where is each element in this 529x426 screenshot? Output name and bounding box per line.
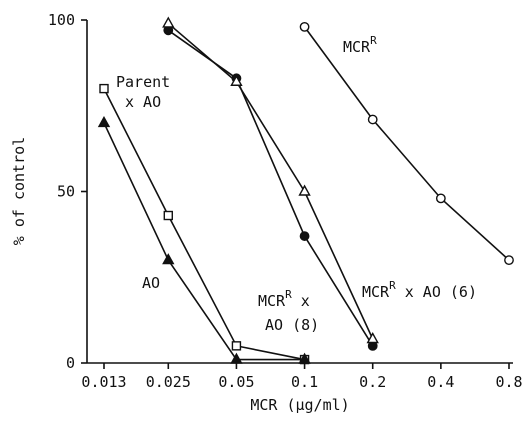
x-tick-label: 0.8 [495, 373, 522, 391]
y-tick-label: 50 [57, 183, 75, 201]
y-tick-label: 100 [48, 11, 75, 29]
y-axis-title: % of control [10, 137, 28, 245]
series-mcr-r [299, 21, 514, 266]
data-point [299, 21, 310, 32]
data-point [366, 332, 379, 344]
annotation-parent-line2: x AO [125, 93, 161, 111]
annotation-parent-line1: Parent [116, 73, 170, 91]
data-point [299, 231, 310, 241]
data-point [230, 352, 243, 364]
annotation-mcr8-sup: R [285, 288, 292, 301]
x-tick-label: 0.2 [359, 373, 386, 391]
x-tick-label: 0.4 [427, 373, 454, 391]
annotation-mcr6-base: MCR [362, 283, 390, 301]
x-tick-label: 0.025 [146, 373, 191, 391]
series-line [303, 26, 510, 261]
axes [86, 20, 513, 364]
series-layer [97, 16, 514, 365]
series-mcr-r-x-ao-6 [162, 16, 379, 344]
annotation-mcr8-line1: MCRR x [258, 288, 310, 310]
data-point [231, 341, 242, 351]
annotation-mcr: MCRR [343, 34, 377, 56]
data-point [367, 114, 378, 125]
series-ao [97, 115, 311, 364]
annotation-mcr8-tail: x [292, 292, 310, 310]
data-point [504, 255, 514, 266]
data-point [298, 184, 311, 196]
series-line [103, 122, 305, 361]
annotations: Parent x AO AO MCRR x AO (8) MCRR x AO (… [116, 34, 477, 334]
data-point [435, 193, 446, 204]
x-tick-label: 0.013 [81, 373, 126, 391]
series-mcr-r-x-ao-8 [163, 25, 378, 351]
annotation-mcr8-base: MCR [258, 292, 286, 310]
annotation-mcr6-sup: R [389, 279, 396, 292]
data-point [230, 74, 243, 86]
data-point [162, 16, 175, 28]
data-point [99, 83, 109, 94]
annotation-mcr8-line2: AO (8) [265, 316, 319, 334]
series-line [103, 88, 305, 361]
data-point [97, 115, 111, 128]
data-point [162, 253, 175, 265]
series-line [167, 29, 374, 347]
annotation-mcr-sup: R [370, 34, 377, 47]
data-point [163, 210, 173, 221]
series-line [167, 22, 374, 340]
y-tick-label: 0 [66, 354, 75, 372]
annotation-mcr6: MCRR x AO (6) [362, 279, 477, 301]
annotation-ao: AO [142, 274, 160, 292]
data-point [298, 352, 311, 364]
x-tick-label: 0.05 [218, 373, 254, 391]
x-axis-title: MCR (μg/ml) [250, 396, 349, 414]
annotation-mcr-base: MCR [343, 38, 371, 56]
tick-labels: 0.013 0.025 0.05 0.1 0.2 0.4 0.8 0 50 100 [48, 11, 523, 391]
annotation-mcr6-tail: x AO (6) [396, 283, 477, 301]
x-tick-label: 0.1 [291, 373, 318, 391]
